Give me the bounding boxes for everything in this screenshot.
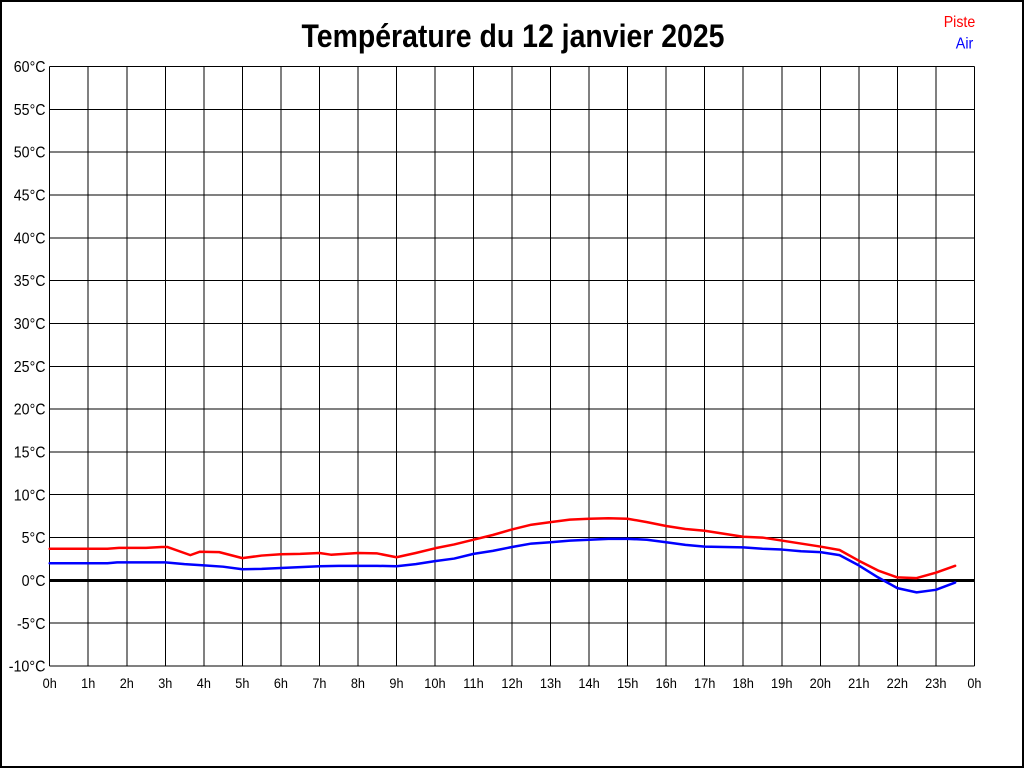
svg-text:21h: 21h xyxy=(848,675,869,691)
svg-text:14h: 14h xyxy=(578,675,599,691)
svg-text:5°C: 5°C xyxy=(22,530,46,547)
svg-text:60°C: 60°C xyxy=(14,59,46,76)
svg-text:55°C: 55°C xyxy=(14,102,46,119)
svg-text:11h: 11h xyxy=(463,675,484,691)
svg-text:0°C: 0°C xyxy=(22,573,46,590)
svg-text:13h: 13h xyxy=(540,675,561,691)
svg-text:30°C: 30°C xyxy=(14,316,46,333)
svg-text:1h: 1h xyxy=(81,675,95,691)
svg-text:12h: 12h xyxy=(501,675,522,691)
svg-text:2h: 2h xyxy=(120,675,134,691)
svg-text:15°C: 15°C xyxy=(14,445,46,462)
svg-text:-5°C: -5°C xyxy=(17,616,46,633)
svg-text:0h: 0h xyxy=(967,675,981,691)
svg-text:6h: 6h xyxy=(274,675,288,691)
svg-text:-10°C: -10°C xyxy=(9,659,46,676)
svg-text:18h: 18h xyxy=(733,675,754,691)
svg-text:10°C: 10°C xyxy=(14,487,46,504)
svg-text:9h: 9h xyxy=(389,675,403,691)
svg-text:Piste: Piste xyxy=(944,14,976,31)
svg-text:20h: 20h xyxy=(810,675,831,691)
svg-text:35°C: 35°C xyxy=(14,273,46,290)
svg-text:10h: 10h xyxy=(424,675,445,691)
svg-text:Air: Air xyxy=(956,36,974,53)
svg-text:15h: 15h xyxy=(617,675,638,691)
svg-text:Température du 12 janvier 2025: Température du 12 janvier 2025 xyxy=(302,18,725,54)
svg-text:3h: 3h xyxy=(158,675,172,691)
svg-text:7h: 7h xyxy=(312,675,326,691)
svg-text:5h: 5h xyxy=(235,675,249,691)
svg-text:23h: 23h xyxy=(925,675,946,691)
svg-text:4h: 4h xyxy=(197,675,211,691)
svg-text:50°C: 50°C xyxy=(14,145,46,162)
svg-text:22h: 22h xyxy=(887,675,908,691)
svg-text:25°C: 25°C xyxy=(14,359,46,376)
svg-text:40°C: 40°C xyxy=(14,230,46,247)
svg-text:19h: 19h xyxy=(771,675,792,691)
svg-text:45°C: 45°C xyxy=(14,188,46,205)
svg-text:20°C: 20°C xyxy=(14,402,46,419)
svg-text:16h: 16h xyxy=(655,675,676,691)
svg-text:0h: 0h xyxy=(43,675,57,691)
svg-text:17h: 17h xyxy=(694,675,715,691)
svg-text:8h: 8h xyxy=(351,675,365,691)
